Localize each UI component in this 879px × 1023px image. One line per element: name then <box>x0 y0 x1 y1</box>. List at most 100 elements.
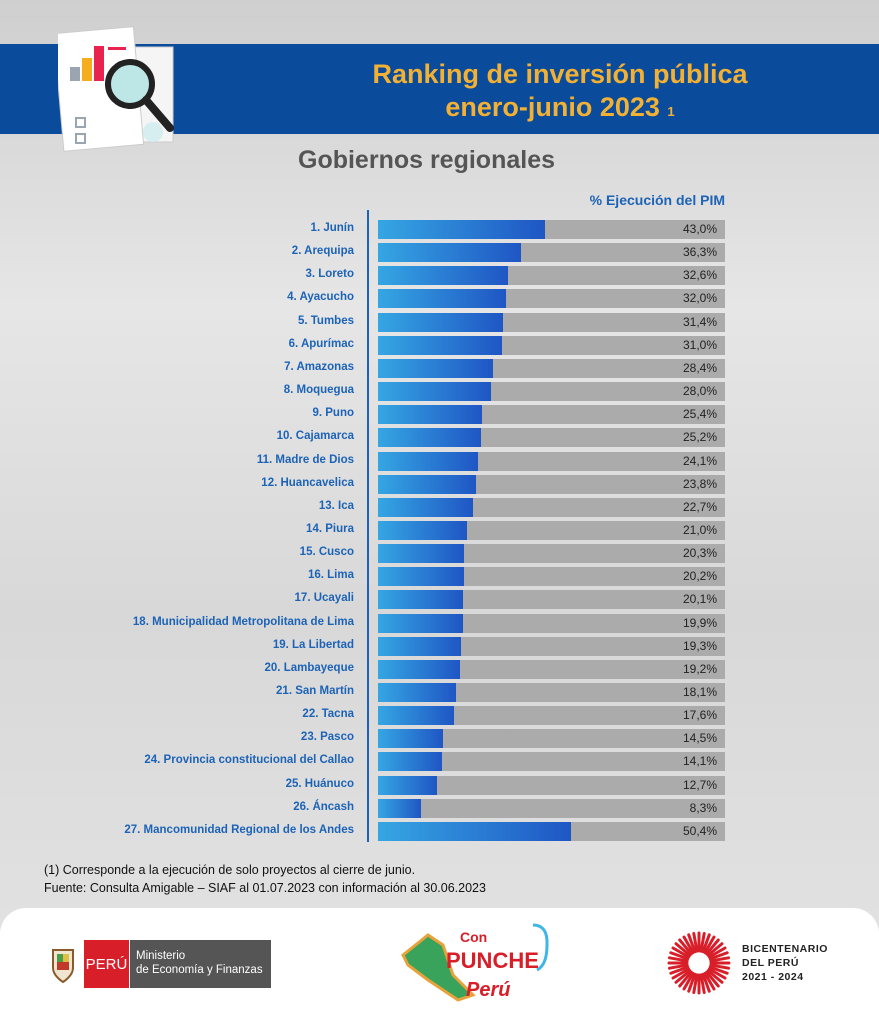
category-label: 5. Tumbes <box>297 314 354 327</box>
bar-track: 20,3% <box>378 544 725 564</box>
bar-row: 25. Huánuco 12,7% <box>0 775 879 795</box>
value-label: 22,7% <box>682 499 717 514</box>
bar-fill <box>378 451 478 471</box>
bar-row: 17. Ucayali 20,1% <box>0 590 879 610</box>
category-label: 26. Áncash <box>293 800 354 813</box>
footnote: (1) Corresponde a la ejecución de solo p… <box>44 863 416 877</box>
bar-track: 23,8% <box>378 474 725 494</box>
value-label: 20,3% <box>682 546 717 561</box>
bar-track: 24,1% <box>378 451 725 471</box>
sunburst-ray <box>703 935 716 955</box>
bar-track: 50,4% <box>378 821 725 841</box>
category-label: 24. Provincia constitucional del Callao <box>144 754 354 767</box>
category-label: 19. La Libertad <box>272 638 354 651</box>
bar-row: 18. Municipalidad Metropolitana de Lima … <box>0 613 879 633</box>
bar-row: 12. Huancavelica 23,8% <box>0 474 879 494</box>
value-label: 21,0% <box>682 522 717 537</box>
bicentenario-line-2: DEL PERÚ <box>742 957 799 969</box>
category-label: 20. Lambayeque <box>264 661 354 674</box>
value-label: 14,5% <box>682 731 717 746</box>
bar-track: 32,0% <box>378 289 725 309</box>
sunburst-ray <box>667 956 689 963</box>
category-label: 6. Apurímac <box>288 337 354 350</box>
sunburst-ray <box>706 942 724 957</box>
category-label: 2. Arequipa <box>291 245 354 258</box>
sunburst-ray <box>669 965 690 975</box>
bar-fill <box>378 289 506 309</box>
sunburst-ray <box>709 963 731 970</box>
title-footnote-mark: 1 <box>667 104 675 119</box>
value-label: 24,1% <box>682 453 717 468</box>
sunburst-ray <box>708 951 729 961</box>
value-label: 50,4% <box>682 823 717 838</box>
bar-row: 8. Moquegua 28,0% <box>0 382 879 402</box>
sunburst-ray <box>692 931 699 953</box>
bar-track: 28,4% <box>378 358 725 378</box>
sunburst-ray <box>669 951 690 961</box>
bar-row: 6. Apurímac 31,0% <box>0 335 879 355</box>
bar-row: 13. Ica 22,7% <box>0 497 879 517</box>
category-label: 17. Ucayali <box>294 592 354 605</box>
bar-fill <box>378 613 463 633</box>
category-label: 23. Pasco <box>300 731 354 744</box>
category-label: 8. Moquegua <box>283 384 354 397</box>
bar-fill <box>378 567 464 587</box>
value-label: 20,1% <box>682 592 717 607</box>
bar-fill <box>378 405 483 425</box>
value-label: 43,0% <box>682 222 717 236</box>
bar-row: 14. Piura 21,0% <box>0 520 879 540</box>
value-label: 25,4% <box>682 407 717 422</box>
value-label: 28,0% <box>682 384 717 399</box>
bar-fill <box>378 220 545 239</box>
bar-row: 1. Junín 43,0% <box>0 220 879 239</box>
sunburst-ray <box>699 931 706 953</box>
value-label: 31,0% <box>682 337 717 352</box>
bar-fill <box>378 729 444 749</box>
bar-fill <box>378 683 457 702</box>
bicentenario-sunburst-icon <box>667 931 731 995</box>
category-label: 10. Cajamarca <box>276 430 354 443</box>
value-label: 31,4% <box>682 314 717 329</box>
bar-row: 26. Áncash 8,3% <box>0 798 879 818</box>
value-label: 12,7% <box>682 777 717 792</box>
value-label: 18,1% <box>682 685 717 699</box>
bar-track: 12,7% <box>378 775 725 795</box>
bar-row: 23. Pasco 14,5% <box>0 729 879 749</box>
sunburst-ray <box>706 969 724 984</box>
chart-subtitle: Gobiernos regionales <box>298 146 556 174</box>
bar-row: 24. Provincia constitucional del Callao … <box>0 752 879 772</box>
sunburst-ray <box>671 967 691 980</box>
bar-fill <box>378 706 455 726</box>
category-label: 21. San Martín <box>276 685 354 697</box>
bar-fill <box>378 636 461 656</box>
bar-track: 17,6% <box>378 706 725 726</box>
sunburst-ray <box>678 970 693 988</box>
bar-track: 19,2% <box>378 659 725 679</box>
sunburst-ray <box>682 935 695 955</box>
sunburst-ray <box>678 938 693 956</box>
bar-fill <box>378 312 504 332</box>
bar-track: 22,7% <box>378 497 725 517</box>
bar-track: 14,1% <box>378 752 725 772</box>
bar-row: 3. Loreto 32,6% <box>0 266 879 286</box>
value-label: 32,6% <box>682 268 717 283</box>
sunburst-ray <box>671 946 691 959</box>
category-label: 25. Huánuco <box>285 777 354 790</box>
bar-track: 8,3% <box>378 798 725 818</box>
ministry-line-2: de Economía y Finanzas <box>136 964 263 976</box>
footnotes: (1) Corresponde a la ejecución de solo p… <box>44 861 486 897</box>
bar-row: 11. Madre de Dios 24,1% <box>0 451 879 471</box>
report-magnifier-icon <box>58 26 174 152</box>
value-label: 36,3% <box>682 245 717 260</box>
bar-row: 10. Cajamarca 25,2% <box>0 428 879 448</box>
bar-track: 25,2% <box>378 428 725 448</box>
con-punche-peru-logo: Con PUNCHE Perú <box>401 923 549 1002</box>
bar-row: 2. Arequipa 36,3% <box>0 243 879 263</box>
value-label: 19,3% <box>682 638 717 653</box>
bar-track: 31,0% <box>378 335 725 355</box>
bar-fill <box>378 752 443 772</box>
bar-row: 22. Tacna 17,6% <box>0 706 879 726</box>
svg-text:Perú: Perú <box>466 979 510 1001</box>
sunburst-ray <box>682 971 695 991</box>
value-label: 28,4% <box>682 360 717 375</box>
